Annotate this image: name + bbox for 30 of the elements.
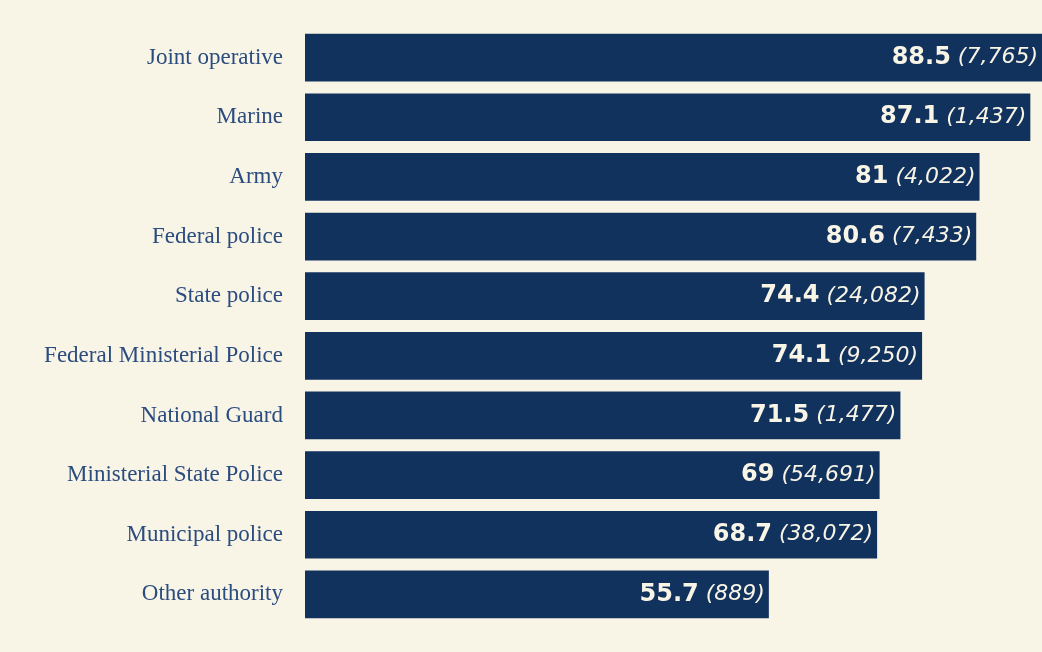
data-label: 69 (54,691) (741, 459, 876, 488)
data-label: 55.7 (889) (639, 578, 765, 607)
y-tick-label: Joint operative (146, 43, 283, 69)
bar (305, 570, 769, 619)
data-label: 74.4 (24,082) (760, 280, 921, 309)
y-tick-label: Other authority (141, 580, 284, 606)
y-tick-label: National Guard (140, 401, 284, 427)
bar (305, 331, 923, 380)
data-label: 87.1 (1,437) (879, 101, 1027, 130)
y-tick-label: Municipal police (126, 520, 283, 546)
data-label: 80.6 (7,433) (825, 220, 973, 249)
y-tick-label: Marine (216, 103, 283, 129)
bar (305, 93, 1031, 142)
y-tick-label: Federal Ministerial Police (44, 341, 283, 367)
data-label: 88.5 (7,765) (891, 41, 1038, 70)
bar (305, 33, 1042, 82)
y-tick-label: Army (229, 162, 284, 188)
y-tick-label: State police (175, 282, 283, 308)
data-label: 68.7 (38,072) (712, 518, 874, 547)
bar (305, 153, 980, 201)
bar (305, 272, 925, 321)
bar (305, 391, 901, 440)
y-tick-label: Ministerial State Police (67, 461, 283, 487)
data-label: 71.5 (1,477) (750, 399, 897, 428)
y-tick-label: Federal police (152, 222, 283, 248)
data-label: 81 (4,022) (855, 161, 976, 190)
bar (305, 510, 878, 559)
bar (305, 451, 880, 499)
data-label: 74.1 (9,250) (771, 340, 919, 369)
bar (305, 212, 977, 261)
